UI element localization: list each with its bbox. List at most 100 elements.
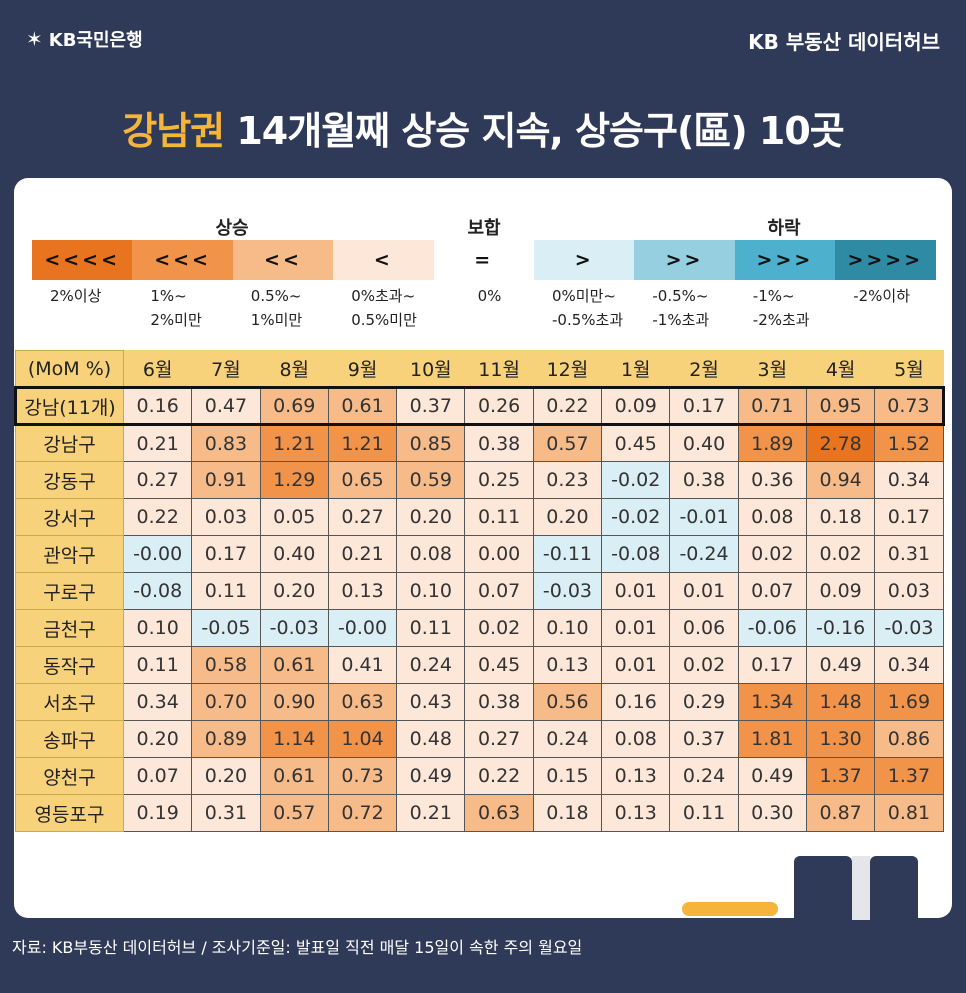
heatmap-table: (MoM %) 6월 7월 8월 9월 10월 11월 12월 1월 2월 3월 4월 5월 강남(1… xyxy=(14,350,945,832)
heatmap-cell: 0.03 xyxy=(191,498,261,536)
heatmap-cell: 0.17 xyxy=(737,646,807,684)
legend-description: 0.5%~ 1%미만 xyxy=(251,284,302,332)
table-row: 구로구 -0.08 0.11 0.20 0.13 0.10 0.07 -0.03 0.01 0.0… xyxy=(15,572,944,610)
legend-description: -2%이하 xyxy=(853,284,910,308)
legend-cell: >> xyxy=(634,240,735,280)
heatmap-cell: 0.07 xyxy=(737,572,807,610)
heatmap-cell: 0.45 xyxy=(464,646,534,684)
row-label: 강동구 xyxy=(15,461,124,499)
heatmap-cell: 0.91 xyxy=(191,461,261,499)
heatmap-cell: 0.73 xyxy=(327,757,398,795)
table-row: 강남구 0.21 0.83 1.21 1.21 0.85 0.38 0.57 0.45 0.40 1… xyxy=(15,424,944,462)
heatmap-cell: 0.01 xyxy=(669,572,739,610)
heatmap-cell: 0.08 xyxy=(601,720,671,758)
heatmap-cell: 0.11 xyxy=(122,646,193,684)
legend-desc-line1: 0%미만~ xyxy=(552,287,616,305)
heatmap-cell: 0.13 xyxy=(601,794,671,832)
legend-desc-line2: 1%미만 xyxy=(250,311,303,329)
heatmap-cell: 0.20 xyxy=(259,572,329,610)
source-footnote: 자료: KB부동산 데이터허브 / 조사기준일: 발표일 직전 매달 15일이 … xyxy=(12,938,583,957)
heatmap-cell: -0.08 xyxy=(601,535,671,573)
column-header: 7월 xyxy=(191,350,261,388)
brand-right-text: KB 부동산 데이터허브 xyxy=(748,30,940,54)
table-row: 관악구 -0.00 0.17 0.40 0.21 0.08 0.00 -0.11 -0.08 -0… xyxy=(15,535,944,573)
heatmap-cell: 0.07 xyxy=(464,572,534,610)
legend-desc-line1: 1%~ xyxy=(150,287,187,305)
heatmap-cell: 0.71 xyxy=(737,386,807,426)
heatmap-cell: 0.38 xyxy=(464,683,534,721)
legend-cell: < xyxy=(333,240,434,280)
heatmap-cell: -0.06 xyxy=(737,609,807,647)
heatmap-cell: 0.13 xyxy=(532,646,603,684)
heatmap-cell: 0.72 xyxy=(327,794,398,832)
heatmap-cell: 0.31 xyxy=(191,794,261,832)
heatmap-cell: 0.13 xyxy=(327,572,398,610)
heatmap-cell: 0.09 xyxy=(601,386,671,426)
legend-desc-line1: 0% xyxy=(477,287,502,305)
heatmap-cell: 1.48 xyxy=(805,683,876,721)
legend-cell: > xyxy=(533,240,635,280)
heatmap-cell: 1.52 xyxy=(874,424,944,462)
heatmap-cell: 2.78 xyxy=(805,424,876,462)
legend-desc-line2: 0.5%미만 xyxy=(351,311,417,329)
legend-cell: << xyxy=(232,240,334,280)
heatmap-cell: 0.02 xyxy=(669,646,739,684)
row-label: 강남구 xyxy=(15,424,124,462)
heatmap-cell: -0.24 xyxy=(669,535,739,573)
heatmap-cell: 0.13 xyxy=(601,757,671,795)
heatmap-cell: 0.65 xyxy=(327,461,398,499)
heatmap-cell: 0.63 xyxy=(327,683,398,721)
heatmap-cell: 0.10 xyxy=(122,609,193,647)
column-header: 1월 xyxy=(601,350,671,388)
column-header: 2월 xyxy=(669,350,739,388)
heatmap-cell: 0.85 xyxy=(396,424,466,462)
heatmap-cell: 1.04 xyxy=(327,720,398,758)
row-label: 양천구 xyxy=(15,757,124,795)
heatmap-cell: -0.08 xyxy=(122,572,193,610)
table-row: 금천구 0.10 -0.05 -0.03 -0.00 0.11 0.02 0.10 0.01 0.… xyxy=(15,609,944,647)
heatmap-cell: 0.01 xyxy=(601,646,671,684)
legend-description: 2%이상 xyxy=(50,284,101,308)
heatmap-cell: 1.21 xyxy=(327,424,398,462)
heatmap-cell: 0.34 xyxy=(122,683,193,721)
legend-description: -0.5%~ -1%초과 xyxy=(652,284,709,332)
heatmap-cell: 0.70 xyxy=(191,683,261,721)
heatmap-cell: 1.37 xyxy=(805,757,876,795)
row-label: 영등포구 xyxy=(15,794,124,832)
heatmap-cell: 1.29 xyxy=(259,461,329,499)
kb-star-icon: ✶ xyxy=(26,27,43,51)
heatmap-cell: 0.05 xyxy=(259,498,329,536)
legend-desc-line2: -1%초과 xyxy=(652,311,710,329)
column-header: 6월 xyxy=(122,350,193,388)
heatmap-cell: 0.25 xyxy=(464,461,534,499)
legend-desc-line1: 0%초과~ xyxy=(351,287,416,305)
heatmap-cell: 0.58 xyxy=(191,646,261,684)
heatmap-cell: 0.10 xyxy=(396,572,466,610)
brand-left-text: KB국민은행 xyxy=(48,30,143,51)
heatmap-cell: 0.27 xyxy=(327,498,398,536)
heatmap-cell: 0.45 xyxy=(601,424,671,462)
heatmap-cell: 0.27 xyxy=(464,720,534,758)
heatmap-cell: 0.40 xyxy=(259,535,329,573)
heatmap-cell: 0.59 xyxy=(396,461,466,499)
heatmap-cell: 0.41 xyxy=(327,646,398,684)
heatmap-cell: -0.03 xyxy=(874,609,944,647)
decor-block xyxy=(870,856,918,920)
heatmap-cell: -0.02 xyxy=(601,461,671,499)
header-row: (MoM %) 6월 7월 8월 9월 10월 11월 12월 1월 2월 3월 4월 5월 xyxy=(15,350,944,388)
row-label: 강서구 xyxy=(15,498,124,536)
heatmap-cell: 1.37 xyxy=(874,757,944,795)
heatmap-cell: 0.61 xyxy=(327,386,398,426)
column-header: 3월 xyxy=(737,350,807,388)
heatmap-cell: -0.03 xyxy=(532,572,603,610)
heatmap-cell: 1.34 xyxy=(737,683,807,721)
heatmap-cell: 0.01 xyxy=(601,609,671,647)
heatmap-cell: -0.01 xyxy=(669,498,739,536)
heatmap-cell: 0.10 xyxy=(532,609,603,647)
legend-group-down: 하락 xyxy=(767,218,801,239)
heatmap-cell: 0.81 xyxy=(874,794,944,832)
legend-description: -1%~ -2%초과 xyxy=(753,284,810,332)
heatmap-cell: 0.11 xyxy=(191,572,261,610)
heatmap-cell: 0.17 xyxy=(874,498,944,536)
heatmap-cell: -0.03 xyxy=(259,609,329,647)
